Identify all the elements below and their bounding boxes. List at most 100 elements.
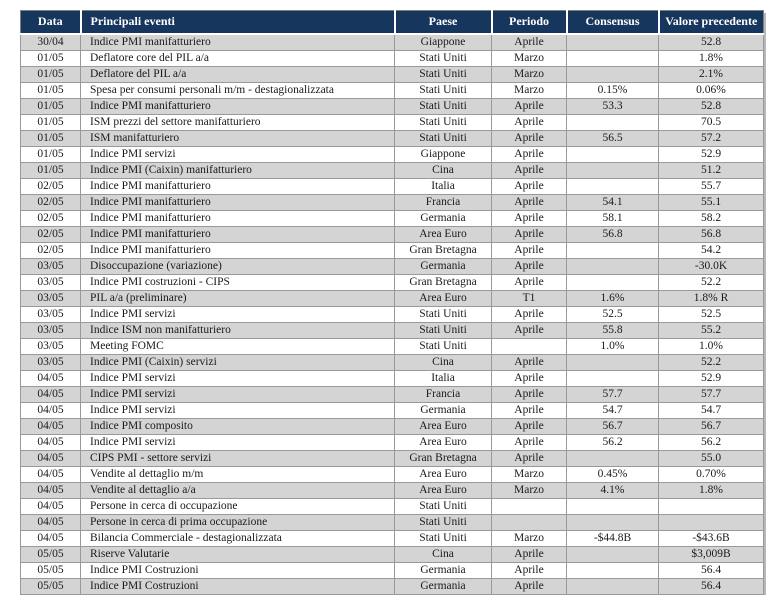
cell-valore-precedente: 52.9 — [658, 370, 764, 387]
cell-valore-precedente: 52.2 — [658, 274, 764, 291]
cell-data: 03/05 — [20, 258, 81, 275]
cell-paese: Germania — [394, 562, 492, 579]
cell-evento: Indice ISM non manifatturiero — [80, 322, 395, 339]
cell-paese: Area Euro — [394, 226, 492, 243]
cell-evento: Indice PMI Costruzioni — [80, 578, 395, 595]
cell-periodo: Aprile — [491, 194, 567, 211]
cell-periodo: Aprile — [491, 386, 567, 403]
cell-evento: Indice PMI manifatturiero — [80, 194, 395, 211]
cell-consensus: 56.7 — [566, 418, 659, 435]
cell-paese: Stati Uniti — [394, 306, 492, 323]
cell-consensus — [566, 546, 659, 563]
cell-consensus — [566, 146, 659, 163]
cell-paese: Area Euro — [394, 434, 492, 451]
cell-consensus: -$44.8B — [566, 530, 659, 547]
cell-data: 03/05 — [20, 354, 81, 371]
cell-consensus — [566, 514, 659, 531]
cell-consensus — [566, 450, 659, 467]
column-header-principali-eventi: Principali eventi — [79, 10, 395, 35]
table-row: 05/05 Indice PMI Costruzioni Germania April… — [20, 578, 764, 595]
cell-paese: Stati Uniti — [394, 130, 492, 147]
cell-evento: Indice PMI Costruzioni — [80, 562, 395, 579]
cell-consensus — [566, 578, 659, 595]
cell-periodo: Aprile — [491, 274, 567, 291]
cell-evento: Deflatore core del PIL a/a — [80, 50, 395, 67]
cell-data: 02/05 — [20, 178, 81, 195]
cell-consensus: 56.8 — [566, 226, 659, 243]
table-row: 04/05 Persone in cerca di occupazione Stat… — [20, 498, 764, 515]
cell-consensus: 56.2 — [566, 434, 659, 451]
cell-periodo: Aprile — [491, 130, 567, 147]
cell-paese: Stati Uniti — [394, 98, 492, 115]
cell-evento: Indice PMI manifatturiero — [80, 33, 395, 51]
cell-periodo: Aprile — [491, 546, 567, 563]
cell-periodo: Aprile — [491, 258, 567, 275]
cell-periodo: Aprile — [491, 146, 567, 163]
cell-paese: Area Euro — [394, 466, 492, 483]
cell-evento: Indice PMI manifatturiero — [80, 210, 395, 227]
column-header-valore-precedente: Valore precedente — [657, 10, 764, 35]
cell-valore-precedente: -$43.6B — [658, 530, 764, 547]
column-header-data: Data — [20, 10, 81, 35]
cell-valore-precedente: 57.2 — [658, 130, 764, 147]
cell-data: 02/05 — [20, 242, 81, 259]
cell-valore-precedente: 52.2 — [658, 354, 764, 371]
table-row: 01/05 ISM manifatturiero Stati Uniti Aprile… — [20, 130, 764, 147]
cell-evento: Spesa per consumi personali m/m - destag… — [80, 82, 395, 99]
cell-periodo: T1 — [491, 290, 567, 307]
cell-paese: Stati Uniti — [394, 498, 492, 515]
column-header-consensus: Consensus — [565, 10, 659, 35]
table-row: 01/05 Deflatore del PIL a/a Stati Uniti Mar… — [20, 66, 764, 83]
table-row: 01/05 Indice PMI manifatturiero Stati Unit… — [20, 98, 764, 115]
cell-consensus — [566, 498, 659, 515]
cell-paese: Stati Uniti — [394, 82, 492, 99]
cell-paese: Cina — [394, 162, 492, 179]
cell-consensus: 53.3 — [566, 98, 659, 115]
cell-data: 04/05 — [20, 514, 81, 531]
table-row: 02/05 Indice PMI manifatturiero Italia Apri… — [20, 178, 764, 195]
cell-data: 04/05 — [20, 434, 81, 451]
cell-consensus: 4.1% — [566, 482, 659, 499]
cell-data: 02/05 — [20, 194, 81, 211]
table-row: 04/05 Bilancia Commerciale - destagionali… — [20, 530, 764, 547]
cell-data: 03/05 — [20, 290, 81, 307]
table-row: 01/05 Spesa per consumi personali m/m - d… — [20, 82, 764, 99]
cell-evento: Indice PMI servizi — [80, 402, 395, 419]
cell-periodo: Marzo — [491, 82, 567, 99]
cell-paese: Stati Uniti — [394, 338, 492, 355]
cell-evento: Vendite al dettaglio a/a — [80, 482, 395, 499]
cell-periodo: Aprile — [491, 178, 567, 195]
header-row: Data Principali eventi Paese Periodo Con… — [20, 10, 764, 35]
cell-consensus — [566, 33, 659, 51]
cell-valore-precedente: 56.7 — [658, 418, 764, 435]
cell-periodo: Aprile — [491, 306, 567, 323]
cell-periodo: Aprile — [491, 402, 567, 419]
cell-valore-precedente: -30.0K — [658, 258, 764, 275]
cell-consensus — [566, 242, 659, 259]
cell-data: 04/05 — [20, 482, 81, 499]
table-row: 02/05 Indice PMI manifatturiero Area Euro A… — [20, 226, 764, 243]
table-row: 04/05 Vendite al dettaglio a/a Area Euro Ma… — [20, 482, 764, 499]
cell-consensus: 1.0% — [566, 338, 659, 355]
cell-data: 01/05 — [20, 146, 81, 163]
cell-periodo: Aprile — [491, 210, 567, 227]
cell-paese: Germania — [394, 578, 492, 595]
cell-valore-precedente: 1.8% — [658, 482, 764, 499]
cell-valore-precedente: 70.5 — [658, 114, 764, 131]
cell-evento: Vendite al dettaglio m/m — [80, 466, 395, 483]
cell-evento: Indice PMI costruzioni - CIPS — [80, 274, 395, 291]
cell-data: 01/05 — [20, 66, 81, 83]
cell-data: 03/05 — [20, 338, 81, 355]
cell-evento: Indice PMI servizi — [80, 306, 395, 323]
cell-consensus — [566, 562, 659, 579]
cell-valore-precedente: 56.4 — [658, 562, 764, 579]
table-row: 02/05 Indice PMI manifatturiero Germania Ap… — [20, 210, 764, 227]
cell-consensus: 54.1 — [566, 194, 659, 211]
cell-periodo: Aprile — [491, 562, 567, 579]
cell-periodo: Aprile — [491, 114, 567, 131]
table-row: 02/05 Indice PMI manifatturiero Francia Apr… — [20, 194, 764, 211]
cell-consensus — [566, 258, 659, 275]
cell-consensus — [566, 50, 659, 67]
cell-paese: Area Euro — [394, 290, 492, 307]
cell-valore-precedente: 57.7 — [658, 386, 764, 403]
